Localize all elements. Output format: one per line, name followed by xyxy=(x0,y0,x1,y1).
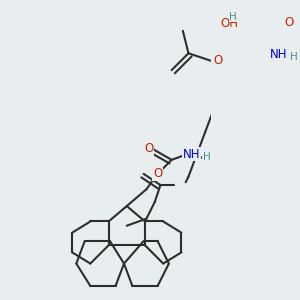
Text: H: H xyxy=(230,12,237,22)
Text: O: O xyxy=(285,16,294,29)
Text: NH: NH xyxy=(182,148,200,161)
Text: O: O xyxy=(145,142,154,155)
Text: O: O xyxy=(213,54,223,67)
Text: O: O xyxy=(153,167,162,180)
Text: OH: OH xyxy=(220,17,238,30)
Text: H: H xyxy=(290,52,298,62)
Text: H: H xyxy=(203,152,211,162)
Text: NH: NH xyxy=(269,48,287,61)
